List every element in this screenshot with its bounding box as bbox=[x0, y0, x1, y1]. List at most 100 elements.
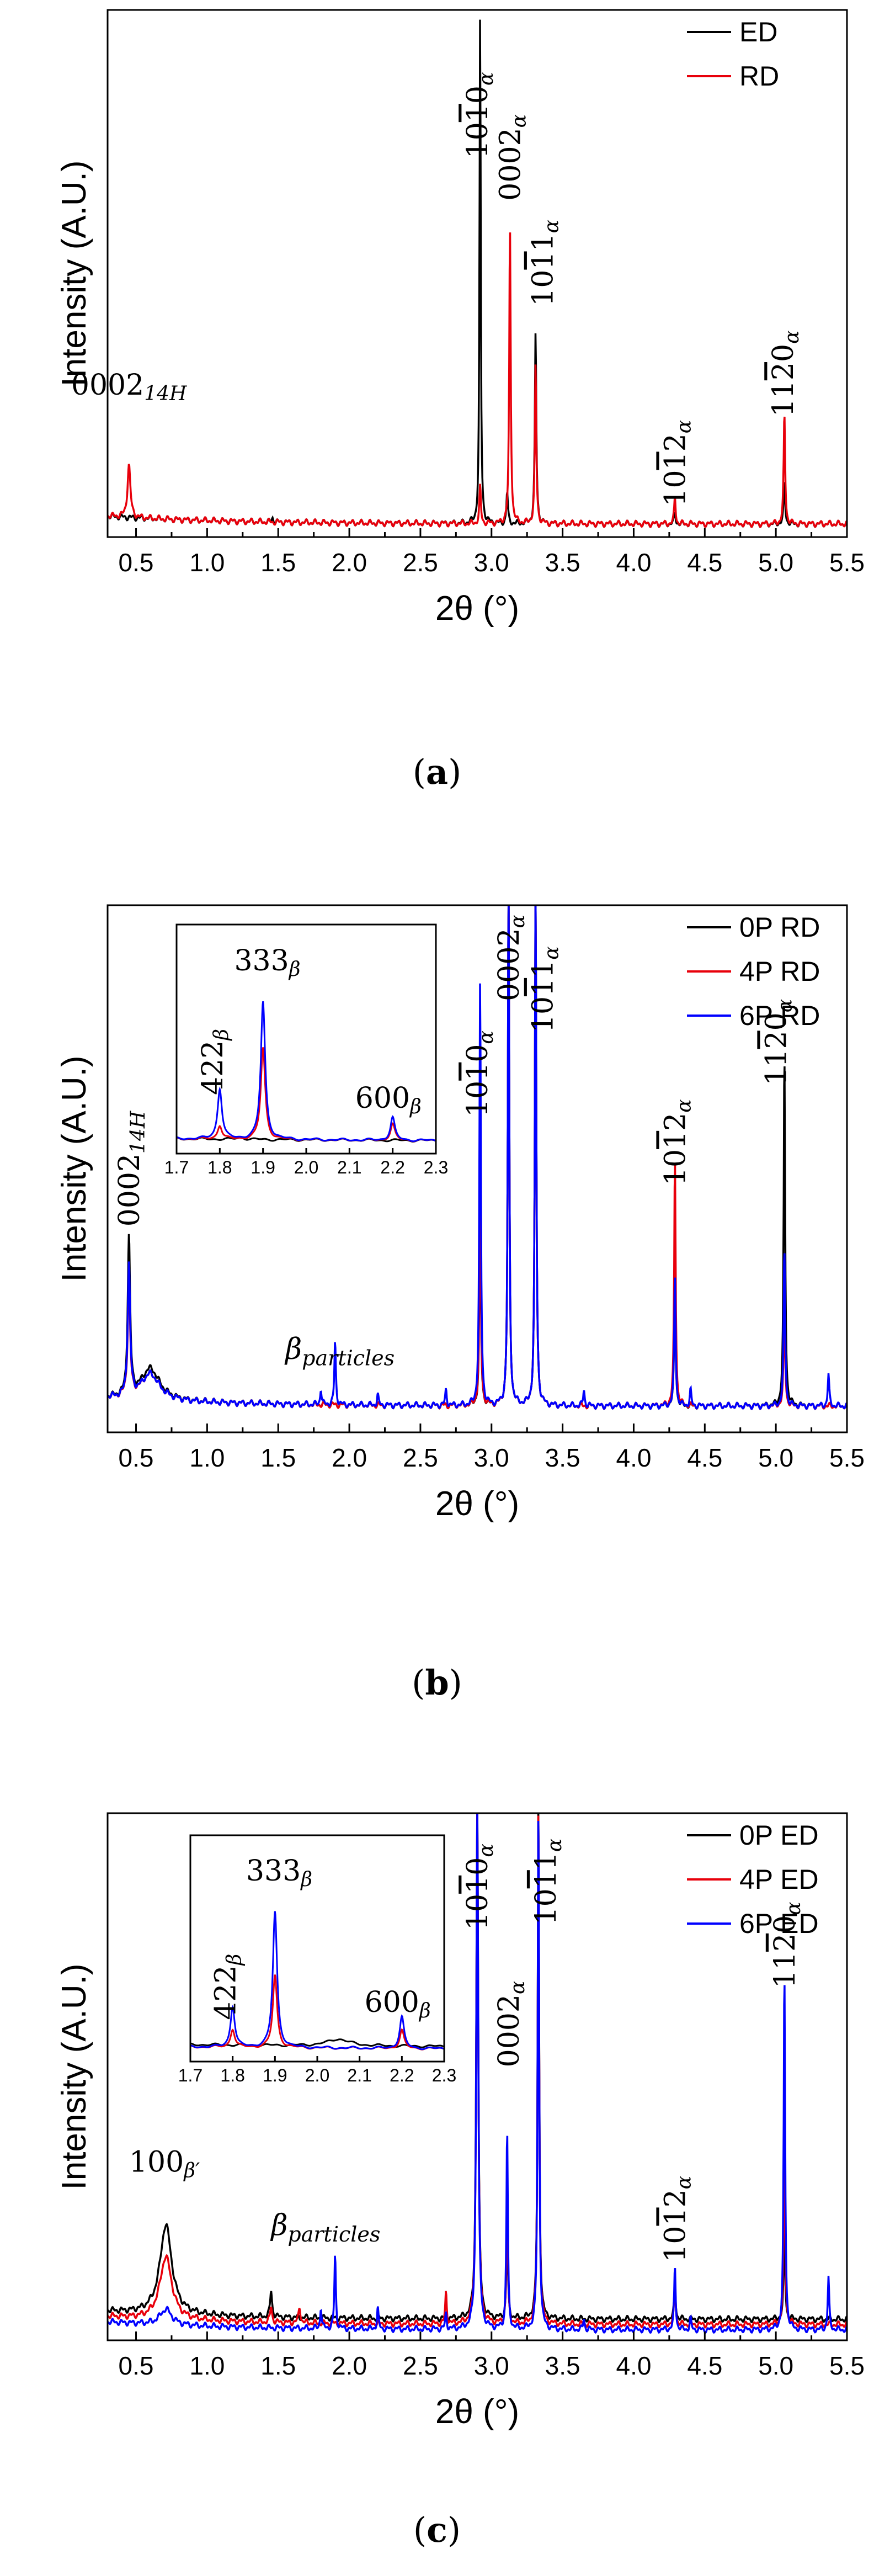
figure-caption: (b) bbox=[412, 1663, 462, 1703]
x-tick-label: 2.0 bbox=[332, 1443, 367, 1472]
legend-label: ED bbox=[739, 17, 777, 47]
x-tick-label: 2.3 bbox=[432, 2065, 456, 2085]
peak-label: 1010α bbox=[461, 72, 498, 159]
x-tick-label: 2.1 bbox=[337, 1157, 361, 1177]
peak-label: 422β bbox=[196, 1029, 233, 1095]
series-line-6p-ed bbox=[190, 1911, 444, 2051]
y-axis-label: Intensity (A.U.) bbox=[55, 1964, 93, 2190]
xrd-chart-b: 0.5 1.0 1.5 2.0 2.5 3.0 3.5 4.0 4.5 5.0 5.5 000214H… bbox=[55, 904, 865, 1703]
peak-label: 422β bbox=[210, 1954, 246, 2020]
x-tick-label: 3.5 bbox=[545, 1443, 580, 1472]
peak-label: 000214H bbox=[113, 1111, 150, 1226]
x-tick-label: 0.5 bbox=[119, 548, 154, 577]
peak-label: 333β bbox=[234, 944, 300, 981]
x-tick-label: 2.5 bbox=[403, 548, 438, 577]
legend-label: 6P RD bbox=[739, 1000, 820, 1031]
x-tick-label: 1.0 bbox=[189, 1443, 225, 1472]
peak-label: 1012α bbox=[659, 420, 695, 507]
x-axis-label: 2θ (°) bbox=[435, 2393, 519, 2431]
x-tick-label: 0.5 bbox=[119, 2351, 154, 2380]
legend-label: 4P RD bbox=[739, 956, 820, 987]
x-tick-label: 1.5 bbox=[260, 1443, 296, 1472]
x-tick-label: 4.0 bbox=[616, 1443, 651, 1472]
peak-label: 333β bbox=[246, 1855, 312, 1891]
x-tick-label: 0.5 bbox=[119, 1443, 154, 1472]
peak-label: 1010α bbox=[461, 1031, 498, 1117]
peak-label: 1120α bbox=[769, 1902, 805, 1988]
legend-label: 0P RD bbox=[739, 912, 820, 943]
figure-b: 0.5 1.0 1.5 2.0 2.5 3.0 3.5 4.0 4.5 5.0 5.5 000214H… bbox=[0, 872, 874, 1733]
x-tick-label: 2.0 bbox=[332, 2351, 367, 2380]
x-axis-label: 2θ (°) bbox=[435, 1485, 519, 1523]
peak-label: 1120α bbox=[767, 331, 803, 417]
x-tick-label: 2.5 bbox=[403, 2351, 438, 2380]
peak-label: 0002α bbox=[493, 1981, 529, 2068]
series-line-6p-rd bbox=[177, 1001, 436, 1143]
x-tick-label: 1.5 bbox=[260, 2351, 296, 2380]
peak-label: 000214H bbox=[71, 369, 187, 405]
x-tick-label: 1.0 bbox=[189, 2351, 225, 2380]
x-tick-label: 2.5 bbox=[403, 1443, 438, 1472]
figure-c: 0.5 1.0 1.5 2.0 2.5 3.0 3.5 4.0 4.5 5.0 5.5 100β′ 10… bbox=[0, 1744, 874, 2576]
x-tick-label: 4.0 bbox=[616, 548, 651, 577]
x-tick-label: 2.0 bbox=[294, 1157, 318, 1177]
beta-particles-label: βparticles bbox=[284, 1332, 395, 1370]
peak-label: 600β bbox=[365, 1986, 431, 2022]
beta-particles-label: βparticles bbox=[270, 2209, 380, 2246]
x-tick-label: 5.5 bbox=[829, 2351, 865, 2380]
figure-caption: (a) bbox=[413, 752, 462, 792]
series-line-6p-rd bbox=[108, 905, 847, 1410]
x-tick-label: 4.5 bbox=[687, 2351, 722, 2380]
x-tick-label: 5.0 bbox=[758, 548, 793, 577]
x-tick-label: 4.0 bbox=[616, 2351, 651, 2380]
peak-label: 1120α bbox=[760, 999, 796, 1086]
x-tick-label: 5.5 bbox=[829, 1443, 865, 1472]
x-tick-label: 1.9 bbox=[263, 2065, 287, 2085]
x-tick-label: 4.5 bbox=[687, 548, 722, 577]
x-tick-label: 3.0 bbox=[474, 2351, 509, 2380]
x-tick-label: 1.9 bbox=[251, 1157, 275, 1177]
x-tick-label: 3.0 bbox=[474, 548, 509, 577]
x-tick-label: 3.5 bbox=[545, 548, 580, 577]
x-tick-label: 2.3 bbox=[424, 1157, 448, 1177]
peak-label: 600β bbox=[355, 1082, 422, 1118]
legend-label: 6P ED bbox=[739, 1908, 819, 1939]
xrd-chart-c: 0.5 1.0 1.5 2.0 2.5 3.0 3.5 4.0 4.5 5.0 5.5 100β′ 10… bbox=[55, 1812, 865, 2550]
peak-label: 1010α bbox=[461, 1844, 498, 1930]
peak-label: 1011α bbox=[527, 946, 563, 1033]
x-tick-label: 1.8 bbox=[220, 2065, 244, 2085]
legend-label: 0P ED bbox=[739, 1820, 819, 1851]
legend-label: 4P ED bbox=[739, 1864, 819, 1895]
x-tick-label: 5.0 bbox=[758, 2351, 793, 2380]
figure-caption: (c) bbox=[413, 2510, 461, 2550]
peak-label: 1011α bbox=[530, 1839, 566, 1925]
series-line-4p-ed bbox=[108, 1813, 847, 2329]
inset-frame bbox=[189, 1834, 445, 2063]
x-tick-label: 1.8 bbox=[207, 1157, 232, 1177]
x-tick-label: 2.2 bbox=[390, 2065, 414, 2085]
peak-label: 1011α bbox=[527, 220, 563, 306]
series-line-0p-ed bbox=[190, 2038, 444, 2048]
y-axis-label: Intensity (A.U.) bbox=[55, 1056, 93, 1282]
series-line-0p-ed bbox=[108, 1813, 847, 2324]
x-tick-label: 1.7 bbox=[178, 2065, 202, 2085]
series-line-rd bbox=[108, 232, 847, 528]
x-tick-label: 1.0 bbox=[189, 548, 225, 577]
plot-frame bbox=[106, 1812, 848, 2341]
x-tick-label: 2.2 bbox=[380, 1157, 404, 1177]
legend-label: RD bbox=[739, 61, 779, 92]
figure-a: 0.5 1.0 1.5 2.0 2.5 3.0 3.5 4.0 4.5 5.0 5.5 000214H… bbox=[0, 0, 874, 817]
peak-label: 1012α bbox=[659, 2176, 695, 2262]
series-line-6p-ed bbox=[108, 1813, 847, 2334]
x-tick-label: 5.0 bbox=[758, 1443, 793, 1472]
peak-label: 0002α bbox=[493, 915, 529, 1001]
x-tick-label: 1.7 bbox=[164, 1157, 189, 1177]
x-tick-label: 1.5 bbox=[260, 548, 296, 577]
xrd-chart-a: 0.5 1.0 1.5 2.0 2.5 3.0 3.5 4.0 4.5 5.0 5.5 000214H… bbox=[55, 9, 865, 792]
x-tick-label: 2.0 bbox=[332, 548, 367, 577]
plot-frame bbox=[106, 904, 848, 1433]
x-tick-label: 5.5 bbox=[829, 548, 865, 577]
x-tick-label: 4.5 bbox=[687, 1443, 722, 1472]
plot-frame bbox=[106, 9, 848, 538]
peak-label: 1012α bbox=[659, 1099, 695, 1186]
